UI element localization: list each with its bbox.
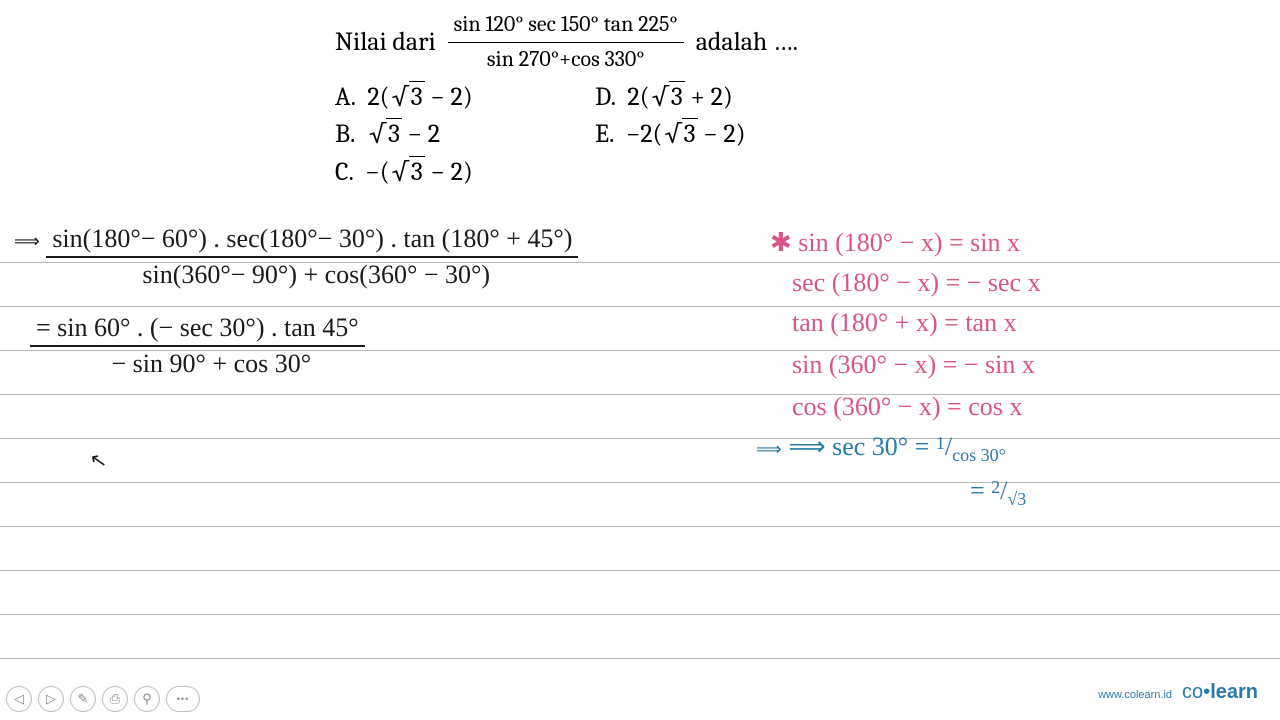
identity-3: tan (180° + x) = tan x [792, 308, 1017, 338]
blue-line-1: ⟹ ⟹ sec 30° = 1/cos 30° [756, 432, 1006, 462]
next-button[interactable]: ▷ [38, 686, 64, 712]
work-line-1-numerator: sin(180°− 60°) . sec(180°− 30°) . tan (1… [46, 224, 578, 258]
identity-2: sec (180° − x) = − sec x [792, 268, 1041, 298]
question-denominator: sin 270°+cos 330° [481, 43, 651, 75]
question-prefix: Nilai dari [335, 25, 436, 60]
bullet-icon: ⟹ [14, 231, 40, 251]
bullet-icon: ⟹ [756, 439, 782, 459]
question-suffix: adalah …. [696, 25, 798, 60]
option-c: C. −(3 − 2) [335, 155, 595, 190]
identity-4: sin (360° − x) = − sin x [792, 350, 1035, 380]
answer-options: A. 2(3 − 2) B. 3 − 2 C. −(3 − 2) D. 2(3 … [335, 80, 955, 191]
work-line-1-denominator: sin(360°− 90°) + cos(360° − 30°) [54, 260, 578, 290]
zoom-button[interactable]: ⚲ [134, 686, 160, 712]
print-button[interactable]: ⎙ [102, 686, 128, 712]
blue-line-1-prefix: ⟹ sec 30° = [788, 432, 936, 461]
blue-line-2-prefix: = [970, 476, 991, 505]
player-toolbar: ◁ ▷ ✎ ⎙ ⚲ ••• [6, 686, 200, 712]
option-a: A. 2(3 − 2) [335, 80, 595, 115]
work-line-1: ⟹ sin(180°− 60°) . sec(180°− 30°) . tan … [14, 224, 578, 290]
question-fraction: sin 120° sec 150° tan 225° sin 270°+cos … [448, 10, 684, 74]
option-e: E. −2(3 − 2) [595, 117, 746, 152]
edit-button[interactable]: ✎ [70, 686, 96, 712]
brand-logo: co•learn [1182, 681, 1258, 704]
question-numerator: sin 120° sec 150° tan 225° [448, 10, 684, 43]
prev-button[interactable]: ◁ [6, 686, 32, 712]
brand: www.colearn.id co•learn [1098, 681, 1258, 704]
question-block: Nilai dari sin 120° sec 150° tan 225° si… [335, 10, 955, 192]
work-line-2-denominator: − sin 90° + cos 30° [58, 349, 365, 379]
blue-line-2: = 2/√3 [970, 476, 1026, 506]
identity-1: ✱ sin (180° − x) = sin x [770, 228, 1020, 258]
blue-frac-1: 1/cos 30° [936, 432, 1006, 462]
work-line-2-numerator: = sin 60° . (− sec 30°) . tan 45° [30, 313, 365, 347]
identity-5: cos (360° − x) = cos x [792, 392, 1022, 422]
option-d: D. 2(3 + 2) [595, 80, 746, 115]
brand-url: www.colearn.id [1098, 689, 1172, 701]
question-stem: Nilai dari sin 120° sec 150° tan 225° si… [335, 10, 955, 74]
option-b: B. 3 − 2 [335, 117, 595, 152]
blue-frac-2: 2/√3 [991, 476, 1026, 506]
work-line-2: = sin 60° . (− sec 30°) . tan 45° − sin … [30, 313, 365, 379]
more-button[interactable]: ••• [166, 686, 200, 712]
